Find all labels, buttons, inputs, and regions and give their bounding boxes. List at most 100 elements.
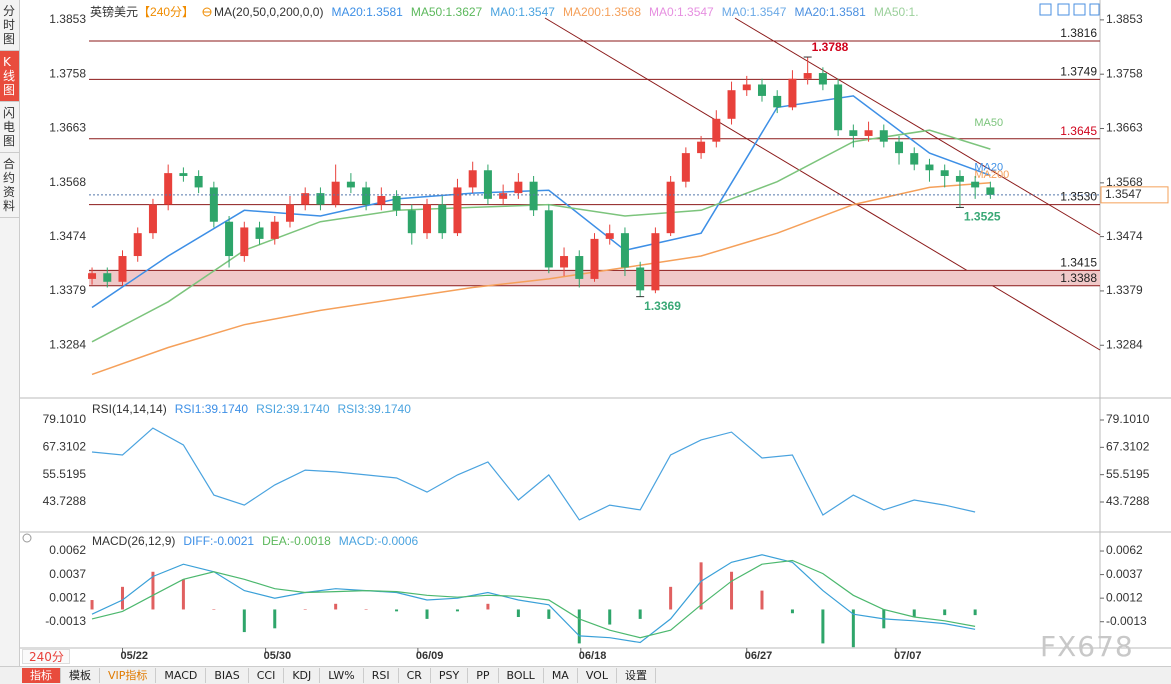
toolbar-tab[interactable]: LW% — [320, 668, 364, 683]
toolbar-tab[interactable]: PSY — [431, 668, 469, 683]
toolbar: 指标 模板 VIP指标 MACD BIAS CCI KDJ LW% RSI CR PSY PP BOLL… — [0, 666, 1171, 684]
candle-body — [620, 233, 629, 268]
candle-body — [986, 187, 995, 195]
macd-bar — [455, 609, 459, 612]
macd-bar — [943, 609, 947, 616]
toolbar-tab[interactable]: VIP指标 — [100, 668, 157, 683]
icon[interactable] — [1057, 3, 1070, 16]
candle-body — [788, 78, 797, 108]
candle-body — [194, 175, 203, 188]
macd-bar — [973, 609, 977, 616]
candle-body — [362, 187, 371, 205]
settings-icon[interactable] — [202, 7, 212, 17]
toolbar-tab[interactable]: VOL — [578, 668, 617, 683]
symbol: 英镑美元 — [90, 5, 139, 19]
y-tick-label: 0.0012 — [49, 590, 86, 604]
candle-body — [605, 233, 614, 239]
sidebar-tab[interactable]: 分时图 — [0, 0, 19, 51]
toolbar-tab[interactable]: MACD — [156, 668, 207, 683]
candle-body — [483, 170, 492, 199]
toolbar-icons[interactable] — [1039, 3, 1100, 16]
y-tick-label: 1.3284 — [49, 337, 86, 351]
y-tick-label-right: 1.3284 — [1106, 337, 1143, 351]
ma-label: MA20 — [974, 161, 1003, 173]
candle-body — [529, 181, 538, 211]
y-tick-label-right: 1.3758 — [1106, 66, 1143, 80]
y-tick-label-right: 1.3474 — [1106, 229, 1143, 243]
macd-header: MACD(26,12,9) DIFF:-0.0021 DEA:-0.0018 MAC… — [92, 534, 418, 548]
y-tick-label-right: 1.3853 — [1106, 12, 1143, 26]
toolbar-tab[interactable]: MA — [544, 668, 578, 683]
y-tick-label-right: 1.3379 — [1106, 283, 1143, 297]
candle-body — [499, 193, 508, 199]
toolbar-tab[interactable]: BIAS — [206, 668, 249, 683]
period-selector[interactable]: 240分 — [22, 649, 70, 676]
y-tick-label: 0.0037 — [49, 567, 86, 581]
rsi-header: RSI(14,14,14) RSI1:39.1740 RSI2:39.1740 RS… — [92, 402, 411, 416]
sidebar-tab[interactable]: K线图 — [0, 51, 19, 102]
macd-bar — [669, 586, 673, 610]
candle-body — [240, 227, 249, 257]
y-tick-label: 79.1010 — [43, 412, 87, 426]
price-header: 英镑美元 【240分】 MA(20,50,0,200,0,0) MA20:1.3… — [90, 3, 1035, 20]
icon[interactable] — [1073, 3, 1086, 16]
macd-bar — [395, 609, 399, 612]
sidebar-tab[interactable]: 合约资料 — [0, 153, 19, 218]
toolbar-tab[interactable]: PP — [468, 668, 499, 683]
candle-body — [544, 210, 553, 268]
icon[interactable] — [1089, 3, 1100, 16]
toolbar-tab[interactable]: KDJ — [284, 668, 321, 683]
ma-line — [91, 95, 991, 309]
macd-bar — [699, 562, 703, 610]
period-text[interactable]: 240分 — [29, 650, 64, 664]
level-label: 1.3415 — [1060, 256, 1097, 270]
candle-body — [955, 175, 964, 182]
icon[interactable] — [1039, 3, 1052, 16]
y-tick-label-right: 0.0012 — [1106, 590, 1143, 604]
last-price-label: 1.3547 — [1105, 187, 1142, 201]
ma-line — [91, 182, 991, 376]
candle-body — [895, 141, 904, 154]
toolbar-tab[interactable]: CR — [399, 668, 431, 683]
y-tick-label: 1.3663 — [49, 121, 86, 135]
toolbar-tab[interactable]: 指标 — [22, 668, 61, 683]
candle-body — [742, 84, 751, 91]
y-tick-label-right: 79.1010 — [1106, 412, 1150, 426]
header-item: MA20:1.3581 — [794, 4, 866, 19]
candle-body — [316, 193, 325, 205]
indicator: MA(20,50,0,200,0,0) — [214, 4, 324, 19]
candle-body — [270, 221, 279, 239]
macd-line — [91, 559, 976, 639]
candle-body — [179, 173, 188, 176]
macd-bar — [638, 609, 642, 619]
toolbar-tab[interactable]: RSI — [364, 668, 399, 683]
macd-bar — [212, 609, 216, 610]
sidebar-tab[interactable]: 闪电图 — [0, 102, 19, 153]
candle-body — [560, 256, 569, 268]
candle-body — [834, 84, 843, 131]
header-item: DEA:-0.0018 — [262, 534, 331, 548]
header-item: MA200:1.3568 — [562, 4, 642, 19]
toolbar-tab[interactable]: 设置 — [617, 668, 656, 683]
macd-bar — [303, 609, 307, 610]
macd-bar — [273, 609, 277, 629]
header-item: MA50:1.3627 — [410, 4, 483, 19]
level-label: 1.3530 — [1060, 190, 1097, 204]
x-tick-label: 06/09 — [416, 650, 444, 662]
candle-body — [971, 181, 980, 188]
toolbar-tab[interactable]: BOLL — [499, 668, 544, 683]
candle-body — [879, 130, 888, 142]
level-label: 1.3816 — [1060, 26, 1097, 40]
candle-body — [377, 195, 386, 205]
toolbar-tab[interactable]: 模板 — [61, 668, 100, 683]
ma-label: MA50 — [974, 117, 1003, 129]
x-tick-label: 07/07 — [894, 650, 922, 662]
macd-title: MACD(26,12,9) — [92, 534, 176, 548]
ma-label: MA200 — [974, 169, 1009, 181]
macd-bar — [547, 609, 551, 619]
toolbar-tab[interactable]: CCI — [249, 668, 285, 683]
sidebar: 分时图 K线图 闪电图 合约资料 — [0, 0, 20, 666]
candle-body — [651, 233, 660, 291]
candle-body — [407, 210, 416, 234]
candle-body — [301, 193, 310, 205]
